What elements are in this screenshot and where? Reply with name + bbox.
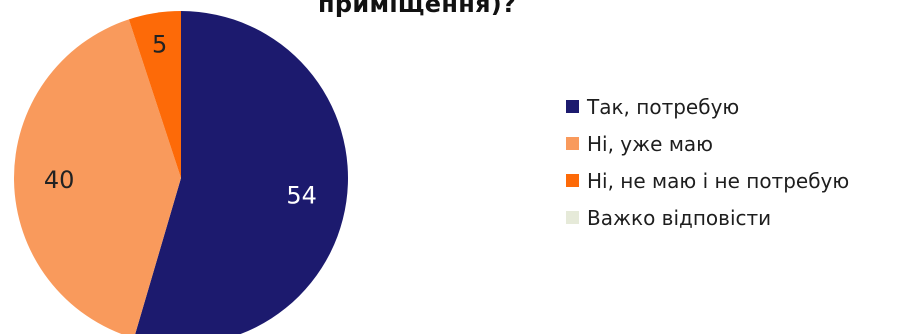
legend-label: Важко відповісти [587, 205, 772, 230]
legend-label: Так, потребую [587, 94, 740, 119]
chart-title: приміщення)? [318, 0, 517, 18]
chart-legend: Так, потребую Ні, уже маю Ні, не маю і не … [566, 88, 849, 236]
legend-label: Ні, не маю і не потребую [587, 168, 850, 193]
legend-item-4: Важко відповісти [566, 199, 849, 236]
legend-swatch [566, 174, 579, 187]
pie-slice-3 [128, 11, 181, 178]
legend-swatch [566, 137, 579, 150]
data-label-1: 54 [286, 181, 317, 209]
legend-swatch [566, 211, 579, 224]
data-label-2: 40 [44, 166, 75, 194]
legend-item-1: Так, потребую [566, 88, 849, 125]
data-label-3: 5 [152, 30, 167, 58]
pie-slice-2 [14, 19, 181, 334]
pie-slice-1 [135, 11, 348, 334]
legend-item-3: Ні, не маю і не потребую [566, 162, 849, 199]
legend-label: Ні, уже маю [587, 131, 714, 156]
legend-item-2: Ні, уже маю [566, 125, 849, 162]
legend-swatch [566, 100, 579, 113]
